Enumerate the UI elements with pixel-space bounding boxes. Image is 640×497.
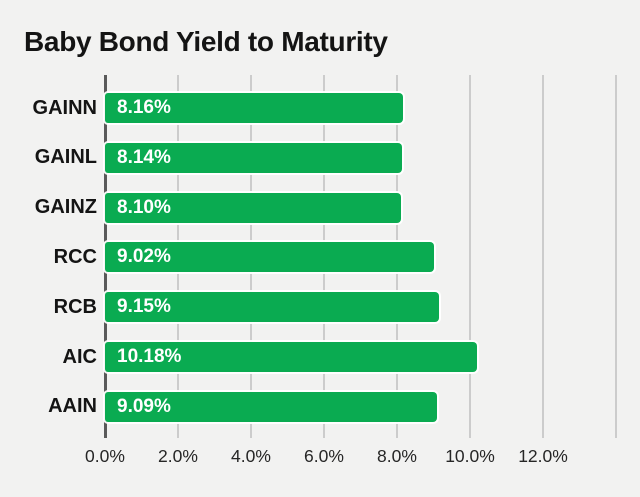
gridline — [542, 75, 544, 438]
bar-aain: 9.09% — [105, 391, 437, 422]
bar-value-label: 9.15% — [117, 296, 171, 318]
gridline — [615, 75, 617, 438]
x-tick-label: 6.0% — [304, 446, 344, 466]
category-label: GAINN — [32, 96, 97, 119]
x-tick-label: 2.0% — [158, 446, 198, 466]
x-tick-label: 4.0% — [231, 446, 271, 466]
bar-value-label: 9.09% — [117, 395, 171, 417]
bar-rcb: 9.15% — [105, 292, 439, 323]
bar-value-label: 8.14% — [117, 146, 171, 168]
bar-gainz: 8.10% — [105, 192, 401, 223]
gridline — [469, 75, 471, 438]
x-tick-label: 0.0% — [85, 446, 125, 466]
category-label: GAINL — [34, 146, 97, 169]
category-label: GAINZ — [34, 196, 97, 219]
category-label: AAIN — [48, 395, 97, 418]
x-tick-label: 8.0% — [377, 446, 417, 466]
bar-value-label: 8.10% — [117, 196, 171, 218]
category-label: RCC — [53, 245, 97, 268]
bar-value-label: 10.18% — [117, 346, 182, 368]
bar-rcc: 9.02% — [105, 242, 435, 273]
bar-gainn: 8.16% — [105, 93, 403, 123]
category-label: RCB — [53, 295, 97, 318]
bar-gainl: 8.14% — [105, 142, 403, 173]
x-tick-label: 10.0% — [445, 446, 495, 466]
bar-value-label: 8.16% — [117, 97, 171, 118]
category-label: AIC — [62, 345, 97, 368]
bar-aic: 10.18% — [105, 342, 477, 373]
bar-value-label: 9.02% — [117, 246, 171, 268]
chart-title: Baby Bond Yield to Maturity — [24, 26, 388, 57]
x-tick-label: 12.0% — [518, 446, 568, 466]
